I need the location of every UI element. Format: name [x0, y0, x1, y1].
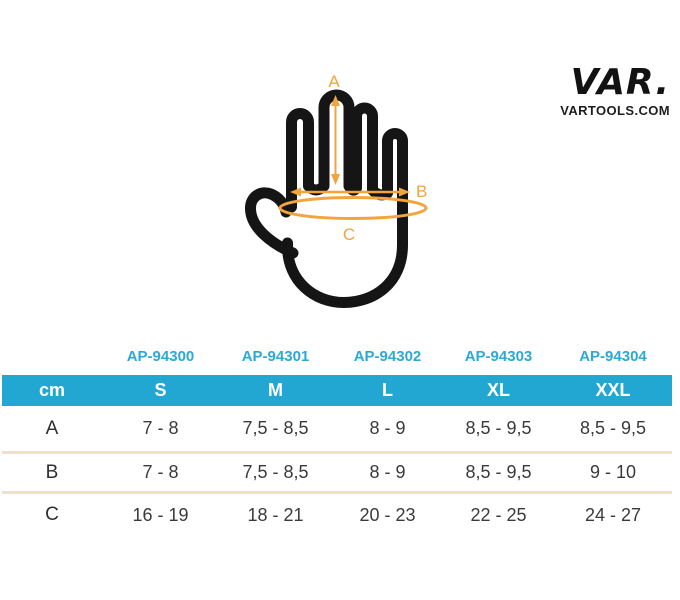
- size-header-cell: M: [219, 375, 332, 406]
- product-code: AP-94303: [464, 347, 533, 365]
- size-header-cell: L: [332, 375, 443, 406]
- var-logo-wordmark: VAR.: [570, 62, 670, 103]
- unit-header-cell: cm: [2, 375, 102, 406]
- hand-outline-icon: [245, 89, 408, 308]
- value-cell: 24 - 27: [584, 504, 642, 525]
- measure-a-label: A: [328, 72, 340, 91]
- value-cell: 8 - 9: [332, 452, 443, 494]
- size-header-cell: XXL: [554, 375, 672, 406]
- value-cell: 7 - 8: [102, 452, 219, 494]
- product-code: AP-94300: [126, 347, 195, 365]
- row-label: B: [2, 452, 102, 494]
- measure-c-label: C: [343, 225, 355, 244]
- value-cell: 22 - 25: [470, 504, 527, 525]
- value-cell: 8 - 9: [332, 406, 443, 454]
- product-code: AP-94304: [579, 347, 647, 365]
- table-row-c: C 16 - 19 18 - 21 20 - 23 22 - 25 24 - 2…: [2, 493, 672, 537]
- size-chart-table: AP-94300 AP-94301 AP-94302 AP-94303 AP-9…: [2, 337, 672, 536]
- value-cell: 8,5 - 9,5: [443, 406, 554, 454]
- measure-c-ellipse: [278, 196, 428, 220]
- value-cell: 16 - 19: [132, 504, 189, 525]
- value-cell: 18 - 21: [247, 504, 304, 525]
- value-cell: 8,5 - 9,5: [443, 452, 554, 494]
- value-cell: 20 - 23: [359, 504, 416, 525]
- value-cell: 7,5 - 8,5: [219, 452, 332, 494]
- product-code: AP-94301: [241, 347, 310, 365]
- codes-row-spacer: [2, 337, 102, 375]
- value-cell: 7 - 8: [102, 406, 219, 454]
- size-header-cell: XL: [443, 375, 554, 406]
- measure-a-arrow: [331, 95, 340, 185]
- value-cell: 7,5 - 8,5: [219, 406, 332, 454]
- row-label: C: [45, 504, 59, 525]
- value-cell: 9 - 10: [554, 452, 672, 494]
- size-header-row: cm S M L XL XXL: [2, 375, 672, 406]
- row-label: A: [2, 406, 102, 454]
- size-header-cell: S: [102, 375, 219, 406]
- product-code: AP-94302: [353, 347, 422, 365]
- value-cell: 8,5 - 9,5: [554, 406, 672, 454]
- table-row-a: A 7 - 8 7,5 - 8,5 8 - 9 8,5 - 9,5 8,5 - …: [2, 406, 672, 454]
- hand-measurement-diagram: A B C: [245, 72, 428, 308]
- var-logo: VAR. VARTOOLS.COM: [560, 64, 670, 118]
- measure-b-arrow: [290, 187, 410, 197]
- measure-b-label: B: [416, 182, 427, 201]
- table-row-b: B 7 - 8 7,5 - 8,5 8 - 9 8,5 - 9,5 9 - 10: [2, 452, 672, 494]
- var-logo-domain: VARTOOLS.COM: [560, 102, 670, 118]
- product-codes-row: AP-94300 AP-94301 AP-94302 AP-94303 AP-9…: [2, 337, 672, 375]
